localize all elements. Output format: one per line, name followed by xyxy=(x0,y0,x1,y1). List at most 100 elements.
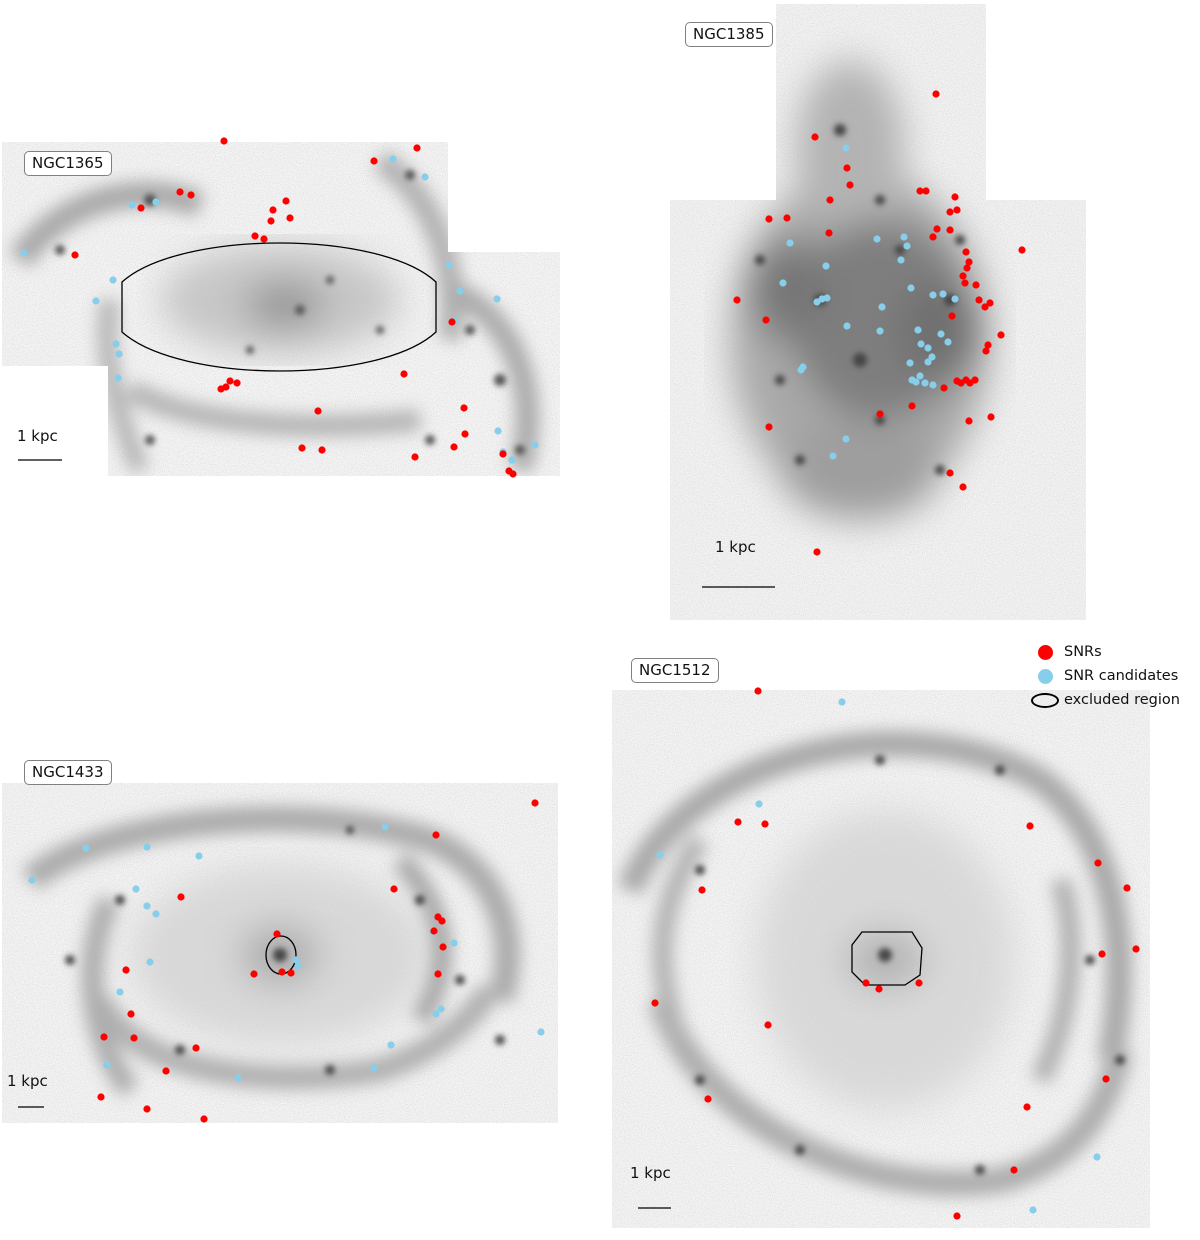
snr-candidate-marker xyxy=(786,239,794,247)
snr-candidate-marker xyxy=(842,435,850,443)
snr-marker xyxy=(915,979,923,987)
snr-candidate-marker xyxy=(873,235,881,243)
snr-candidate-marker xyxy=(876,327,884,335)
snr-marker xyxy=(951,193,959,201)
snr-marker xyxy=(764,1021,772,1029)
legend-label-snr: SNRs xyxy=(1064,644,1102,660)
snr-marker xyxy=(997,331,1005,339)
galaxy-image-ngc1365 xyxy=(2,142,560,476)
snr-marker xyxy=(1102,1075,1110,1083)
snr-candidate-marker xyxy=(493,295,501,303)
scale-label-ngc1512: 1 kpc xyxy=(630,1164,671,1182)
snr-marker xyxy=(177,893,185,901)
snr-candidate-marker xyxy=(842,144,850,152)
snr-candidate-marker xyxy=(437,1005,445,1013)
snr-marker xyxy=(411,453,419,461)
snr-candidate-marker xyxy=(900,233,908,241)
snr-marker xyxy=(430,927,438,935)
snr-candidate-marker xyxy=(92,297,100,305)
snr-marker xyxy=(251,232,259,240)
snr-candidate-marker xyxy=(294,962,302,970)
snr-marker xyxy=(273,930,281,938)
legend-item-excluded: excluded region xyxy=(1026,688,1180,712)
snr-marker xyxy=(200,1115,208,1123)
snr-marker xyxy=(1018,246,1026,254)
snr-marker xyxy=(984,341,992,349)
snr-candidate-marker xyxy=(914,326,922,334)
snr-candidate-marker xyxy=(829,452,837,460)
snr-marker xyxy=(162,1067,170,1075)
snr-marker xyxy=(987,413,995,421)
snr-marker xyxy=(226,377,234,385)
snr-marker xyxy=(982,347,990,355)
panel-label-ngc1385: NGC1385 xyxy=(685,22,773,47)
snr-candidate-marker xyxy=(531,441,539,449)
snr-marker xyxy=(762,316,770,324)
snr-candidate-marker xyxy=(387,1041,395,1049)
scale-label-ngc1365: 1 kpc xyxy=(17,427,58,445)
legend-label-excluded: excluded region xyxy=(1064,692,1180,708)
snr-marker xyxy=(370,157,378,165)
snr-marker xyxy=(1132,945,1140,953)
snr-marker xyxy=(922,187,930,195)
snr-candidate-marker xyxy=(878,303,886,311)
snr-candidate-marker xyxy=(103,1061,111,1069)
snr-candidate-marker xyxy=(921,379,929,387)
snr-candidate-marker xyxy=(813,298,821,306)
snr-candidate-marker xyxy=(537,1028,545,1036)
snr-candidate-marker xyxy=(115,350,123,358)
snr-marker xyxy=(413,144,421,152)
snr-marker-icon xyxy=(1037,644,1053,660)
snr-marker xyxy=(450,443,458,451)
snr-candidate-marker xyxy=(939,290,947,298)
snr-marker xyxy=(1023,1103,1031,1111)
snr-marker xyxy=(783,214,791,222)
snr-marker xyxy=(192,1044,200,1052)
snr-marker xyxy=(733,296,741,304)
snr-marker xyxy=(966,379,974,387)
snr-marker xyxy=(390,885,398,893)
snr-marker xyxy=(100,1033,108,1041)
snr-candidate-marker xyxy=(916,372,924,380)
snr-candidate-marker xyxy=(823,294,831,302)
snr-marker xyxy=(965,417,973,425)
snr-marker xyxy=(448,318,456,326)
snr-candidate-marker xyxy=(1093,1153,1101,1161)
excluded-region-ngc1365 xyxy=(121,242,437,372)
snr-marker xyxy=(187,191,195,199)
snr-marker xyxy=(953,1212,961,1220)
snr-marker xyxy=(876,410,884,418)
snr-candidate-marker xyxy=(82,844,90,852)
snr-marker xyxy=(314,407,322,415)
snr-marker xyxy=(130,1034,138,1042)
snr-marker xyxy=(908,402,916,410)
snr-marker xyxy=(286,214,294,222)
snr-marker xyxy=(862,979,870,987)
snr-marker xyxy=(698,886,706,894)
snr-marker xyxy=(981,303,989,311)
snr-marker xyxy=(962,248,970,256)
snr-marker xyxy=(946,208,954,216)
snr-marker xyxy=(460,404,468,412)
snr-marker xyxy=(222,383,230,391)
legend-label-candidate: SNR candidates xyxy=(1064,668,1179,684)
snr-marker xyxy=(765,215,773,223)
snr-candidate-marker xyxy=(822,262,830,270)
snr-marker xyxy=(220,137,228,145)
snr-marker xyxy=(811,133,819,141)
snr-marker xyxy=(282,197,290,205)
snr-candidate-marker xyxy=(656,851,664,859)
snr-marker xyxy=(734,818,742,826)
snr-marker xyxy=(438,917,446,925)
snr-marker xyxy=(278,968,286,976)
snr-marker xyxy=(961,279,969,287)
snr-marker xyxy=(461,430,469,438)
snr-marker xyxy=(975,296,983,304)
snr-candidate-marker xyxy=(924,358,932,366)
snr-candidate-marker xyxy=(109,276,117,284)
galaxy-image-ngc1385 xyxy=(670,4,1086,620)
snr-candidate-marker xyxy=(450,939,458,947)
snr-candidate-marker xyxy=(937,330,945,338)
snr-marker xyxy=(963,264,971,272)
snr-candidate-marker xyxy=(421,173,429,181)
